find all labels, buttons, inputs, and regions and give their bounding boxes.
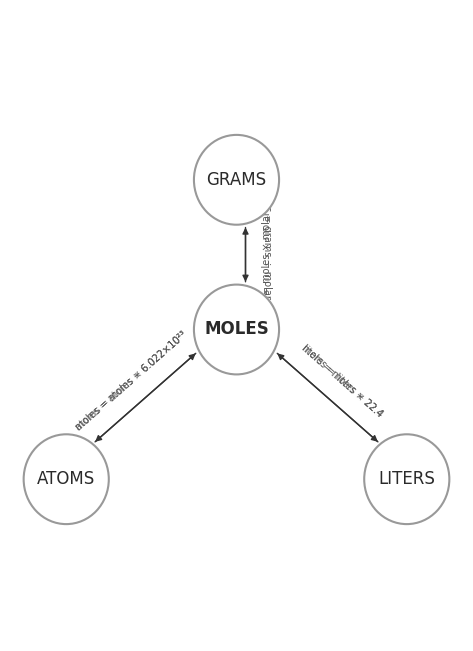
Circle shape <box>24 434 109 524</box>
Text: www.inchcalculator.com: www.inchcalculator.com <box>161 629 312 642</box>
FancyArrowPatch shape <box>96 353 196 441</box>
Circle shape <box>364 434 449 524</box>
Text: ATOMS: ATOMS <box>37 470 96 488</box>
Bar <box>211 593 262 600</box>
FancyArrowPatch shape <box>243 229 248 282</box>
Bar <box>211 600 234 603</box>
Text: grams = moles × molar mass: grams = moles × molar mass <box>263 182 272 327</box>
Text: liters = moles × 22.4: liters = moles × 22.4 <box>300 343 385 419</box>
Text: atoms = moles × 6.022×10²³: atoms = moles × 6.022×10²³ <box>73 329 188 432</box>
Text: GRAMS: GRAMS <box>206 171 267 189</box>
FancyArrowPatch shape <box>243 227 248 281</box>
FancyArrowPatch shape <box>95 354 194 442</box>
Circle shape <box>194 135 279 225</box>
Bar <box>211 605 234 608</box>
Text: MOLES: MOLES <box>204 320 269 339</box>
Bar <box>239 600 262 603</box>
FancyArrowPatch shape <box>279 354 378 442</box>
Circle shape <box>194 284 279 374</box>
Text: MOLE CONVERSION FORMULAS: MOLE CONVERSION FORMULAS <box>6 27 467 53</box>
Text: moles = atoms ÷ 6.022×10²³: moles = atoms ÷ 6.022×10²³ <box>73 329 188 432</box>
Bar <box>239 605 262 608</box>
Text: moles = grams ÷ molar mass: moles = grams ÷ molar mass <box>263 182 272 327</box>
Text: LITERS: LITERS <box>378 470 435 488</box>
FancyArrowPatch shape <box>277 353 377 441</box>
Text: moles = liters ÷ 22.4: moles = liters ÷ 22.4 <box>300 343 385 419</box>
